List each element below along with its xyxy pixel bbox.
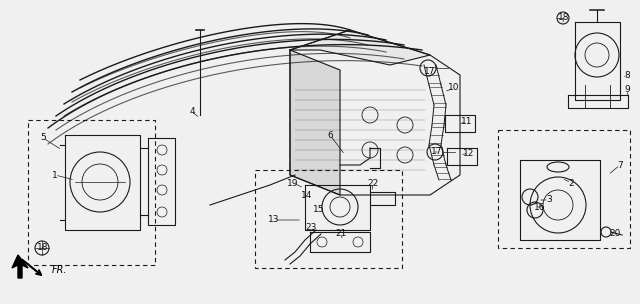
Bar [28,120,155,265]
Bar [498,130,630,248]
Text: 19: 19 [287,178,299,188]
Text: 4: 4 [189,108,195,116]
Text: 18: 18 [37,243,49,251]
Polygon shape [12,255,28,278]
Text: 20: 20 [609,230,621,239]
Text: 17: 17 [431,147,443,157]
Text: 1: 1 [52,171,58,179]
Text: 9: 9 [624,85,630,95]
Text: 13: 13 [268,216,280,224]
Text: 10: 10 [448,84,460,92]
Text: 3: 3 [546,195,552,205]
Text: 11: 11 [461,118,473,126]
Text: 8: 8 [624,71,630,80]
Text: 5: 5 [40,133,46,143]
Text: 12: 12 [463,148,475,157]
Text: 17: 17 [424,67,436,77]
Polygon shape [290,30,430,65]
Polygon shape [290,50,340,195]
Text: 21: 21 [335,229,347,237]
Text: 18: 18 [558,12,570,22]
Text: 14: 14 [301,191,313,199]
Text: 2: 2 [568,178,574,188]
Text: 16: 16 [534,202,546,212]
Text: 23: 23 [305,223,317,232]
Text: FR.: FR. [52,265,67,275]
Text: 22: 22 [367,178,379,188]
Bar [255,170,402,268]
Text: 7: 7 [617,161,623,170]
Text: 15: 15 [313,205,324,213]
Text: 6: 6 [327,130,333,140]
